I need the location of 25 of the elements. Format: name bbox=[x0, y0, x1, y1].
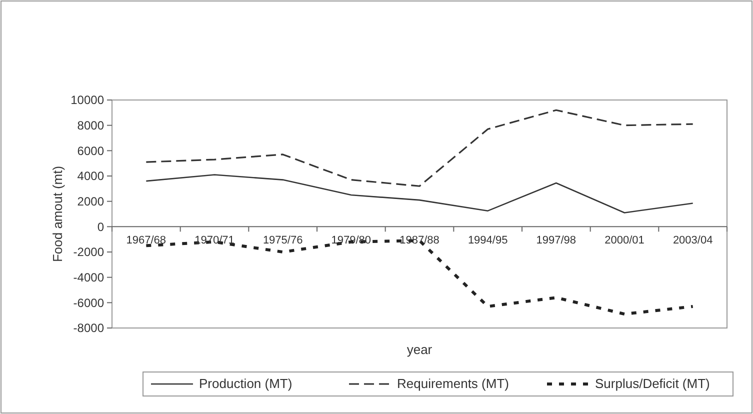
legend-label: Requirements (MT) bbox=[397, 376, 509, 391]
x-tick-label: 1967/68 bbox=[126, 234, 166, 247]
y-tick-label: -2000 bbox=[73, 245, 104, 260]
legend-label: Surplus/Deficit (MT) bbox=[595, 376, 710, 391]
y-axis-title: Food amout (mt) bbox=[50, 166, 65, 262]
y-tick-label: 2000 bbox=[77, 194, 104, 209]
y-tick-label: 8000 bbox=[77, 118, 104, 133]
y-tick-label: -6000 bbox=[73, 296, 104, 310]
y-tick-label: -8000 bbox=[73, 321, 104, 336]
x-tick-label: 1994/95 bbox=[468, 234, 508, 247]
y-tick-label: 0 bbox=[97, 220, 104, 234]
x-tick-label: 1970/71 bbox=[194, 234, 234, 247]
y-tick-label: 4000 bbox=[77, 169, 104, 184]
line-series bbox=[146, 174, 694, 214]
y-tick-label: 6000 bbox=[77, 144, 104, 158]
line-series bbox=[145, 109, 694, 187]
x-tick-label: 2000/01 bbox=[604, 234, 644, 247]
x-tick-label: 2003/04 bbox=[672, 234, 713, 247]
x-tick-label: 1997/98 bbox=[536, 234, 576, 247]
y-tick-label: -4000 bbox=[73, 270, 104, 285]
x-axis-title: year bbox=[406, 342, 433, 357]
legend-label: Production (MT) bbox=[199, 376, 292, 391]
x-tick-label: 1987/88 bbox=[400, 234, 440, 247]
y-tick-label: 10000 bbox=[70, 93, 104, 108]
x-tick-label: 1975/76 bbox=[262, 234, 303, 247]
